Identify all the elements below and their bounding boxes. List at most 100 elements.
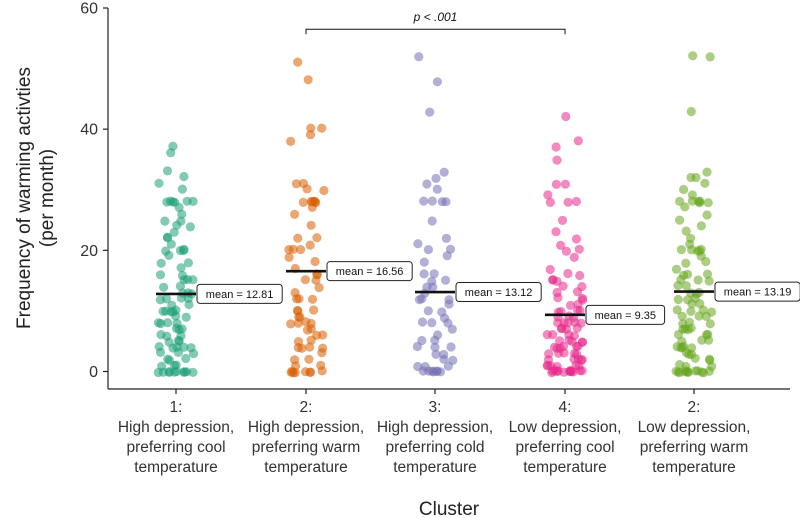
- data-point: [571, 234, 582, 244]
- data-point: [687, 196, 698, 206]
- data-point: [306, 324, 316, 334]
- data-point: [428, 367, 439, 377]
- mean-label-box: [196, 283, 283, 304]
- significance-bracket-line: [305, 28, 566, 35]
- mean-label-box: [585, 304, 666, 325]
- data-point: [319, 185, 329, 196]
- data-point: [687, 245, 697, 255]
- data-point: [441, 233, 451, 243]
- x-category-labels: 1: High depression, preferring cool tempera…: [118, 389, 751, 476]
- x-category-label: High depression,: [248, 419, 364, 436]
- data-point: [695, 196, 705, 206]
- data-point: [441, 275, 451, 285]
- data-point: [683, 269, 693, 279]
- data-point: [686, 106, 696, 117]
- data-point: [414, 52, 424, 62]
- data-point: [284, 245, 294, 255]
- x-category-label: 2:: [300, 399, 313, 416]
- data-point: [704, 335, 714, 345]
- data-point: [153, 367, 163, 378]
- data-point: [182, 367, 192, 377]
- x-category-label: Low depression,: [638, 419, 751, 436]
- data-point: [293, 343, 303, 353]
- data-point: [160, 216, 170, 226]
- data-point: [673, 280, 683, 291]
- data-point: [431, 173, 441, 183]
- mean-label-box: [714, 281, 800, 302]
- mean-label: mean = 16.56: [336, 266, 404, 278]
- data-point: [702, 269, 713, 279]
- x-category-label: temperature: [134, 459, 218, 476]
- y-tick-label: 20: [80, 243, 98, 260]
- data-point: [422, 179, 432, 189]
- mean-label-box: [326, 261, 413, 282]
- data-point: [423, 245, 433, 255]
- data-point: [307, 202, 317, 212]
- data-point: [177, 209, 187, 219]
- data-point: [310, 256, 320, 267]
- data-point: [672, 342, 682, 352]
- data-point: [164, 250, 174, 260]
- x-category-label: 4:: [559, 399, 572, 416]
- data-point: [292, 294, 302, 304]
- mean-label-box: [455, 282, 542, 303]
- data-point: [673, 294, 683, 305]
- data-point: [543, 190, 553, 200]
- data-point: [705, 52, 715, 62]
- data-point: [688, 51, 698, 61]
- x-category-label: 3:: [429, 399, 442, 416]
- data-point: [560, 179, 571, 189]
- data-point: [179, 246, 189, 256]
- data-point: [305, 130, 316, 140]
- x-axis-title: Cluster: [419, 499, 480, 518]
- data-point: [169, 227, 179, 237]
- data-point: [693, 275, 703, 285]
- data-point: [702, 210, 712, 220]
- data-point: [296, 245, 306, 255]
- data-point: [179, 171, 189, 182]
- data-point: [183, 258, 193, 268]
- data-point: [430, 335, 440, 345]
- data-point: [176, 293, 186, 303]
- data-point: [542, 330, 552, 340]
- data-point: [304, 354, 314, 364]
- data-point: [427, 216, 437, 226]
- data-point: [173, 347, 183, 357]
- data-point: [171, 311, 181, 321]
- data-point: [671, 366, 681, 376]
- data-point: [701, 311, 711, 321]
- data-point: [679, 184, 689, 195]
- data-point: [552, 155, 562, 165]
- data-point: [427, 318, 437, 328]
- data-point: [563, 268, 573, 279]
- x-category-label: preferring warm: [252, 439, 361, 456]
- data-point: [559, 367, 569, 377]
- x-category-label: Low depression,: [509, 419, 622, 436]
- x-category-label: temperature: [652, 459, 736, 476]
- data-point: [556, 324, 567, 334]
- data-point: [571, 196, 582, 207]
- data-point: [306, 335, 316, 345]
- data-point: [548, 275, 558, 285]
- data-point: [412, 341, 422, 352]
- mean-label: mean = 13.19: [724, 287, 792, 299]
- data-point: [686, 306, 696, 316]
- data-point: [439, 167, 449, 177]
- data-point: [172, 220, 182, 230]
- data-point: [156, 258, 166, 268]
- data-point: [417, 317, 428, 327]
- data-point: [447, 324, 457, 334]
- data-point: [427, 196, 437, 206]
- mean-label: mean = 12.81: [206, 289, 274, 301]
- data-point: [413, 239, 423, 249]
- data-point: [675, 215, 685, 225]
- data-point: [573, 305, 583, 315]
- data-point: [156, 330, 166, 340]
- data-point: [700, 178, 710, 188]
- data-point: [293, 318, 303, 328]
- data-point: [553, 293, 563, 303]
- data-point: [573, 136, 583, 146]
- data-point: [681, 366, 692, 376]
- data-point: [552, 366, 562, 377]
